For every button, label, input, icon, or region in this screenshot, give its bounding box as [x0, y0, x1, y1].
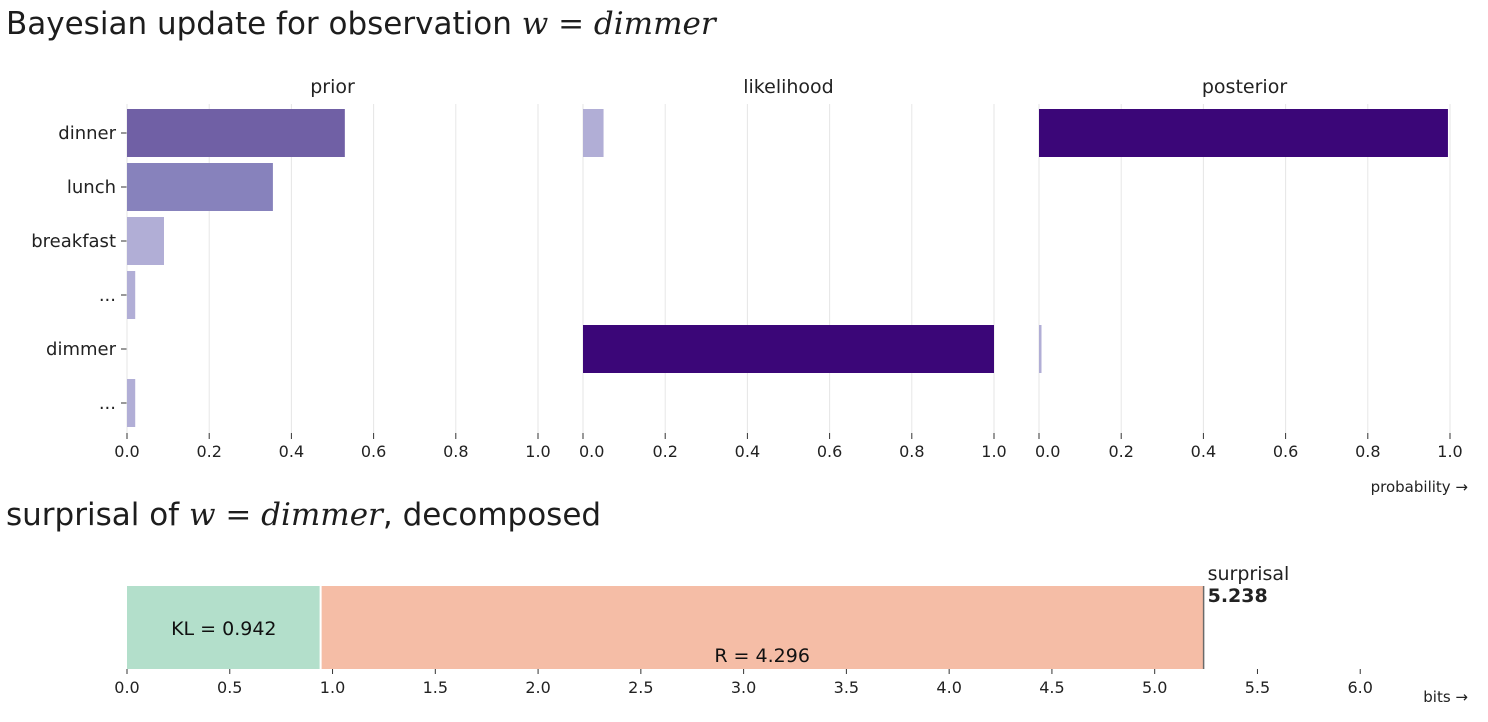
x-tick-label: 1.0	[525, 442, 550, 461]
bar-likelihood	[583, 325, 994, 373]
bar-prior	[127, 271, 136, 319]
x-tick-label: 0.0	[579, 442, 604, 461]
segment-label-KL: KL = 0.942	[171, 618, 276, 640]
total-label: surprisal	[1208, 563, 1290, 585]
surprisal-title-prefix: surprisal of	[6, 497, 180, 533]
facet-prior: 0.0 0.2 0.4 0.6 0.8 1.0 prior	[114, 76, 550, 461]
x-tick-label: 0.2	[1108, 442, 1133, 461]
facet-posterior: 0.0 0.2 0.4 0.6 0.8 1.0 posterior	[1035, 76, 1463, 461]
y-tick-label: dinner	[58, 123, 116, 144]
x-tick-label: 0.6	[1273, 442, 1298, 461]
facet-title: likelihood	[743, 76, 833, 98]
x-tick-label: 3.5	[834, 678, 859, 697]
x-tick-label: 1.0	[981, 442, 1006, 461]
facet-title: posterior	[1202, 76, 1287, 98]
x-tick-label: 0.2	[652, 442, 677, 461]
y-tick-label: lunch	[67, 177, 116, 198]
x-tick-label: 0.0	[114, 678, 139, 697]
bar-likelihood	[583, 109, 604, 157]
surprisal-chart-title: surprisal of w = dimmer, decomposed	[6, 497, 601, 533]
x-tick-label: 5.5	[1245, 678, 1270, 697]
x-tick-label: 0.8	[1355, 442, 1380, 461]
x-axis-label: probability →	[1371, 478, 1468, 496]
x-tick-label: 3.0	[731, 678, 756, 697]
y-tick-label: ...	[99, 285, 116, 306]
surprisal-title-suffix: , decomposed	[382, 497, 602, 533]
x-tick-label: 5.0	[1142, 678, 1167, 697]
x-tick-label: 0.4	[1191, 442, 1216, 461]
x-tick-label: 0.0	[114, 442, 139, 461]
x-tick-label: 0.2	[196, 442, 221, 461]
x-tick-label: 0.6	[361, 442, 386, 461]
x-tick-label: 0.4	[279, 442, 304, 461]
x-tick-label: 2.5	[628, 678, 653, 697]
bar-prior	[127, 217, 164, 265]
x-tick-label: 6.0	[1348, 678, 1373, 697]
bar-prior	[127, 109, 345, 157]
facet-likelihood: 0.0 0.2 0.4 0.6 0.8 1.0 likelihood	[579, 76, 1007, 461]
x-tick-label: 4.0	[936, 678, 961, 697]
surprisal-title-variable: w = dimmer	[188, 497, 383, 533]
update-title-variable: w = dimmer	[521, 6, 716, 42]
update-chart-title: Bayesian update for observation w = dimm…	[6, 6, 716, 42]
bar-prior	[127, 163, 273, 211]
y-tick-label: breakfast	[31, 231, 116, 252]
bar-posterior	[1039, 325, 1042, 373]
bar-prior	[127, 379, 136, 427]
x-tick-label: 1.0	[1437, 442, 1462, 461]
x-tick-label: 0.8	[899, 442, 924, 461]
x-tick-label: 0.8	[443, 442, 468, 461]
y-tick-label: ...	[99, 393, 116, 414]
x-tick-label: 0.6	[817, 442, 842, 461]
y-tick-label: dimmer	[46, 339, 117, 360]
update-title-prefix: Bayesian update for observation	[6, 6, 512, 42]
x-tick-label: 1.5	[423, 678, 448, 697]
facet-title: prior	[310, 76, 355, 98]
segment-KL	[127, 586, 321, 669]
x-tick-label: 2.0	[525, 678, 550, 697]
x-tick-label: 4.5	[1039, 678, 1064, 697]
x-tick-label: 0.5	[217, 678, 242, 697]
total-value: 5.238	[1208, 585, 1268, 607]
x-tick-label: 0.0	[1035, 442, 1060, 461]
segment-R	[320, 586, 1204, 669]
x-tick-label: 0.4	[735, 442, 760, 461]
segment-label-R: R = 4.296	[714, 645, 810, 667]
x-tick-label: 1.0	[320, 678, 345, 697]
x-axis-label: bits →	[1423, 688, 1468, 706]
bar-posterior	[1039, 109, 1448, 157]
